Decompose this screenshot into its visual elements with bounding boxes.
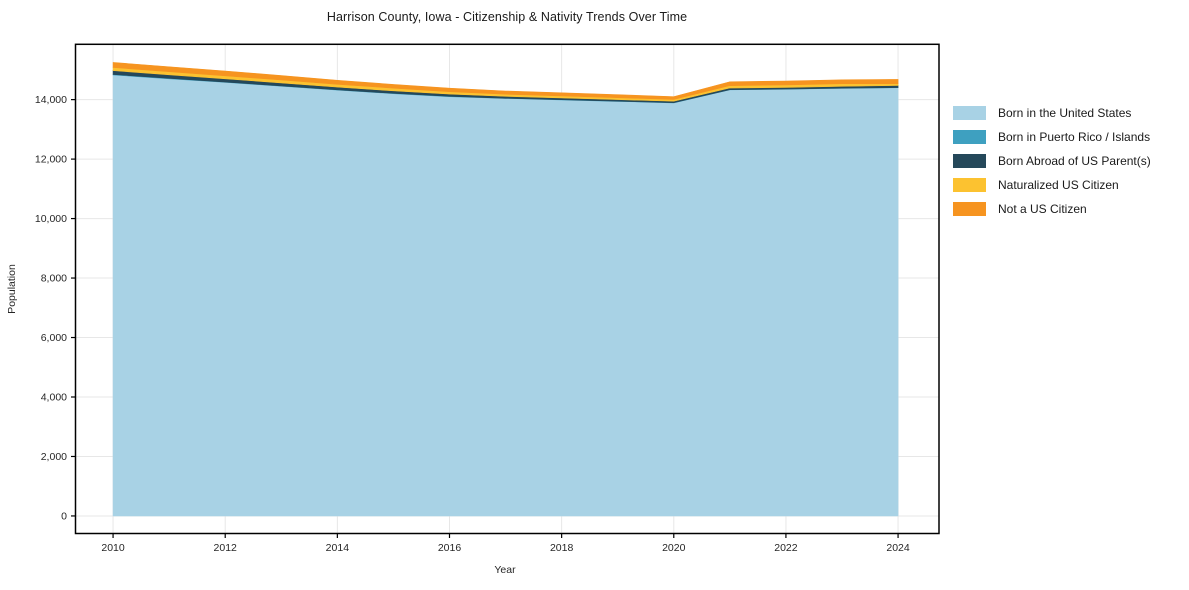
y-tick-label: 8,000: [41, 273, 67, 285]
y-tick-label: 14,000: [35, 94, 67, 106]
y-tick-label: 12,000: [35, 154, 67, 166]
x-tick-label: 2010: [101, 542, 125, 554]
legend-item: Naturalized US Citizen: [953, 173, 1151, 197]
legend-label: Born in the United States: [998, 106, 1132, 120]
x-tick-label: 2014: [326, 542, 350, 554]
chart-title: Harrison County, Iowa - Citizenship & Na…: [326, 10, 688, 24]
legend-swatch: [953, 202, 986, 216]
y-tick-label: 4,000: [41, 392, 67, 404]
x-tick-label: 2024: [886, 542, 910, 554]
x-tick-label: 2016: [438, 542, 462, 554]
legend-item: Born in Puerto Rico / Islands: [953, 125, 1151, 149]
legend-item: Not a US Citizen: [953, 197, 1151, 221]
plot-area: 0 2,000 4,000 6,000 8,000 10,000 12,000 14,000 2…: [6, 43, 940, 576]
legend-label: Naturalized US Citizen: [998, 178, 1119, 192]
legend-swatch: [953, 154, 986, 168]
x-tick-label: 2020: [662, 542, 686, 554]
y-tick-label: 2,000: [41, 451, 67, 463]
y-tick-label: 10,000: [35, 213, 67, 225]
legend-swatch: [953, 106, 986, 120]
legend-item: Born in the United States: [953, 101, 1151, 125]
area-series-0: [112, 74, 899, 517]
x-tick-label: 2022: [774, 542, 798, 554]
legend-swatch: [953, 130, 986, 144]
legend-label: Born in Puerto Rico / Islands: [998, 130, 1151, 144]
area-series-4: [112, 62, 899, 100]
legend-label: Not a US Citizen: [998, 202, 1087, 216]
legend: Born in the United States Born in Puerto…: [953, 101, 1151, 221]
y-tick-label: 6,000: [41, 332, 67, 344]
x-tick-label: 2012: [214, 542, 238, 554]
axes-layer: 0 2,000 4,000 6,000 8,000 10,000 12,000 14,000 2…: [35, 43, 940, 554]
y-tick-label: 0: [61, 511, 67, 523]
stacked-area-series: [112, 62, 899, 517]
legend-swatch: [953, 178, 986, 192]
x-tick-label: 2018: [550, 542, 574, 554]
plot-border: [74, 43, 940, 535]
legend-label: Born Abroad of US Parent(s): [998, 154, 1151, 168]
y-axis-label: Population: [6, 264, 18, 314]
legend-item: Born Abroad of US Parent(s): [953, 149, 1151, 173]
x-axis-label: Year: [494, 564, 516, 576]
